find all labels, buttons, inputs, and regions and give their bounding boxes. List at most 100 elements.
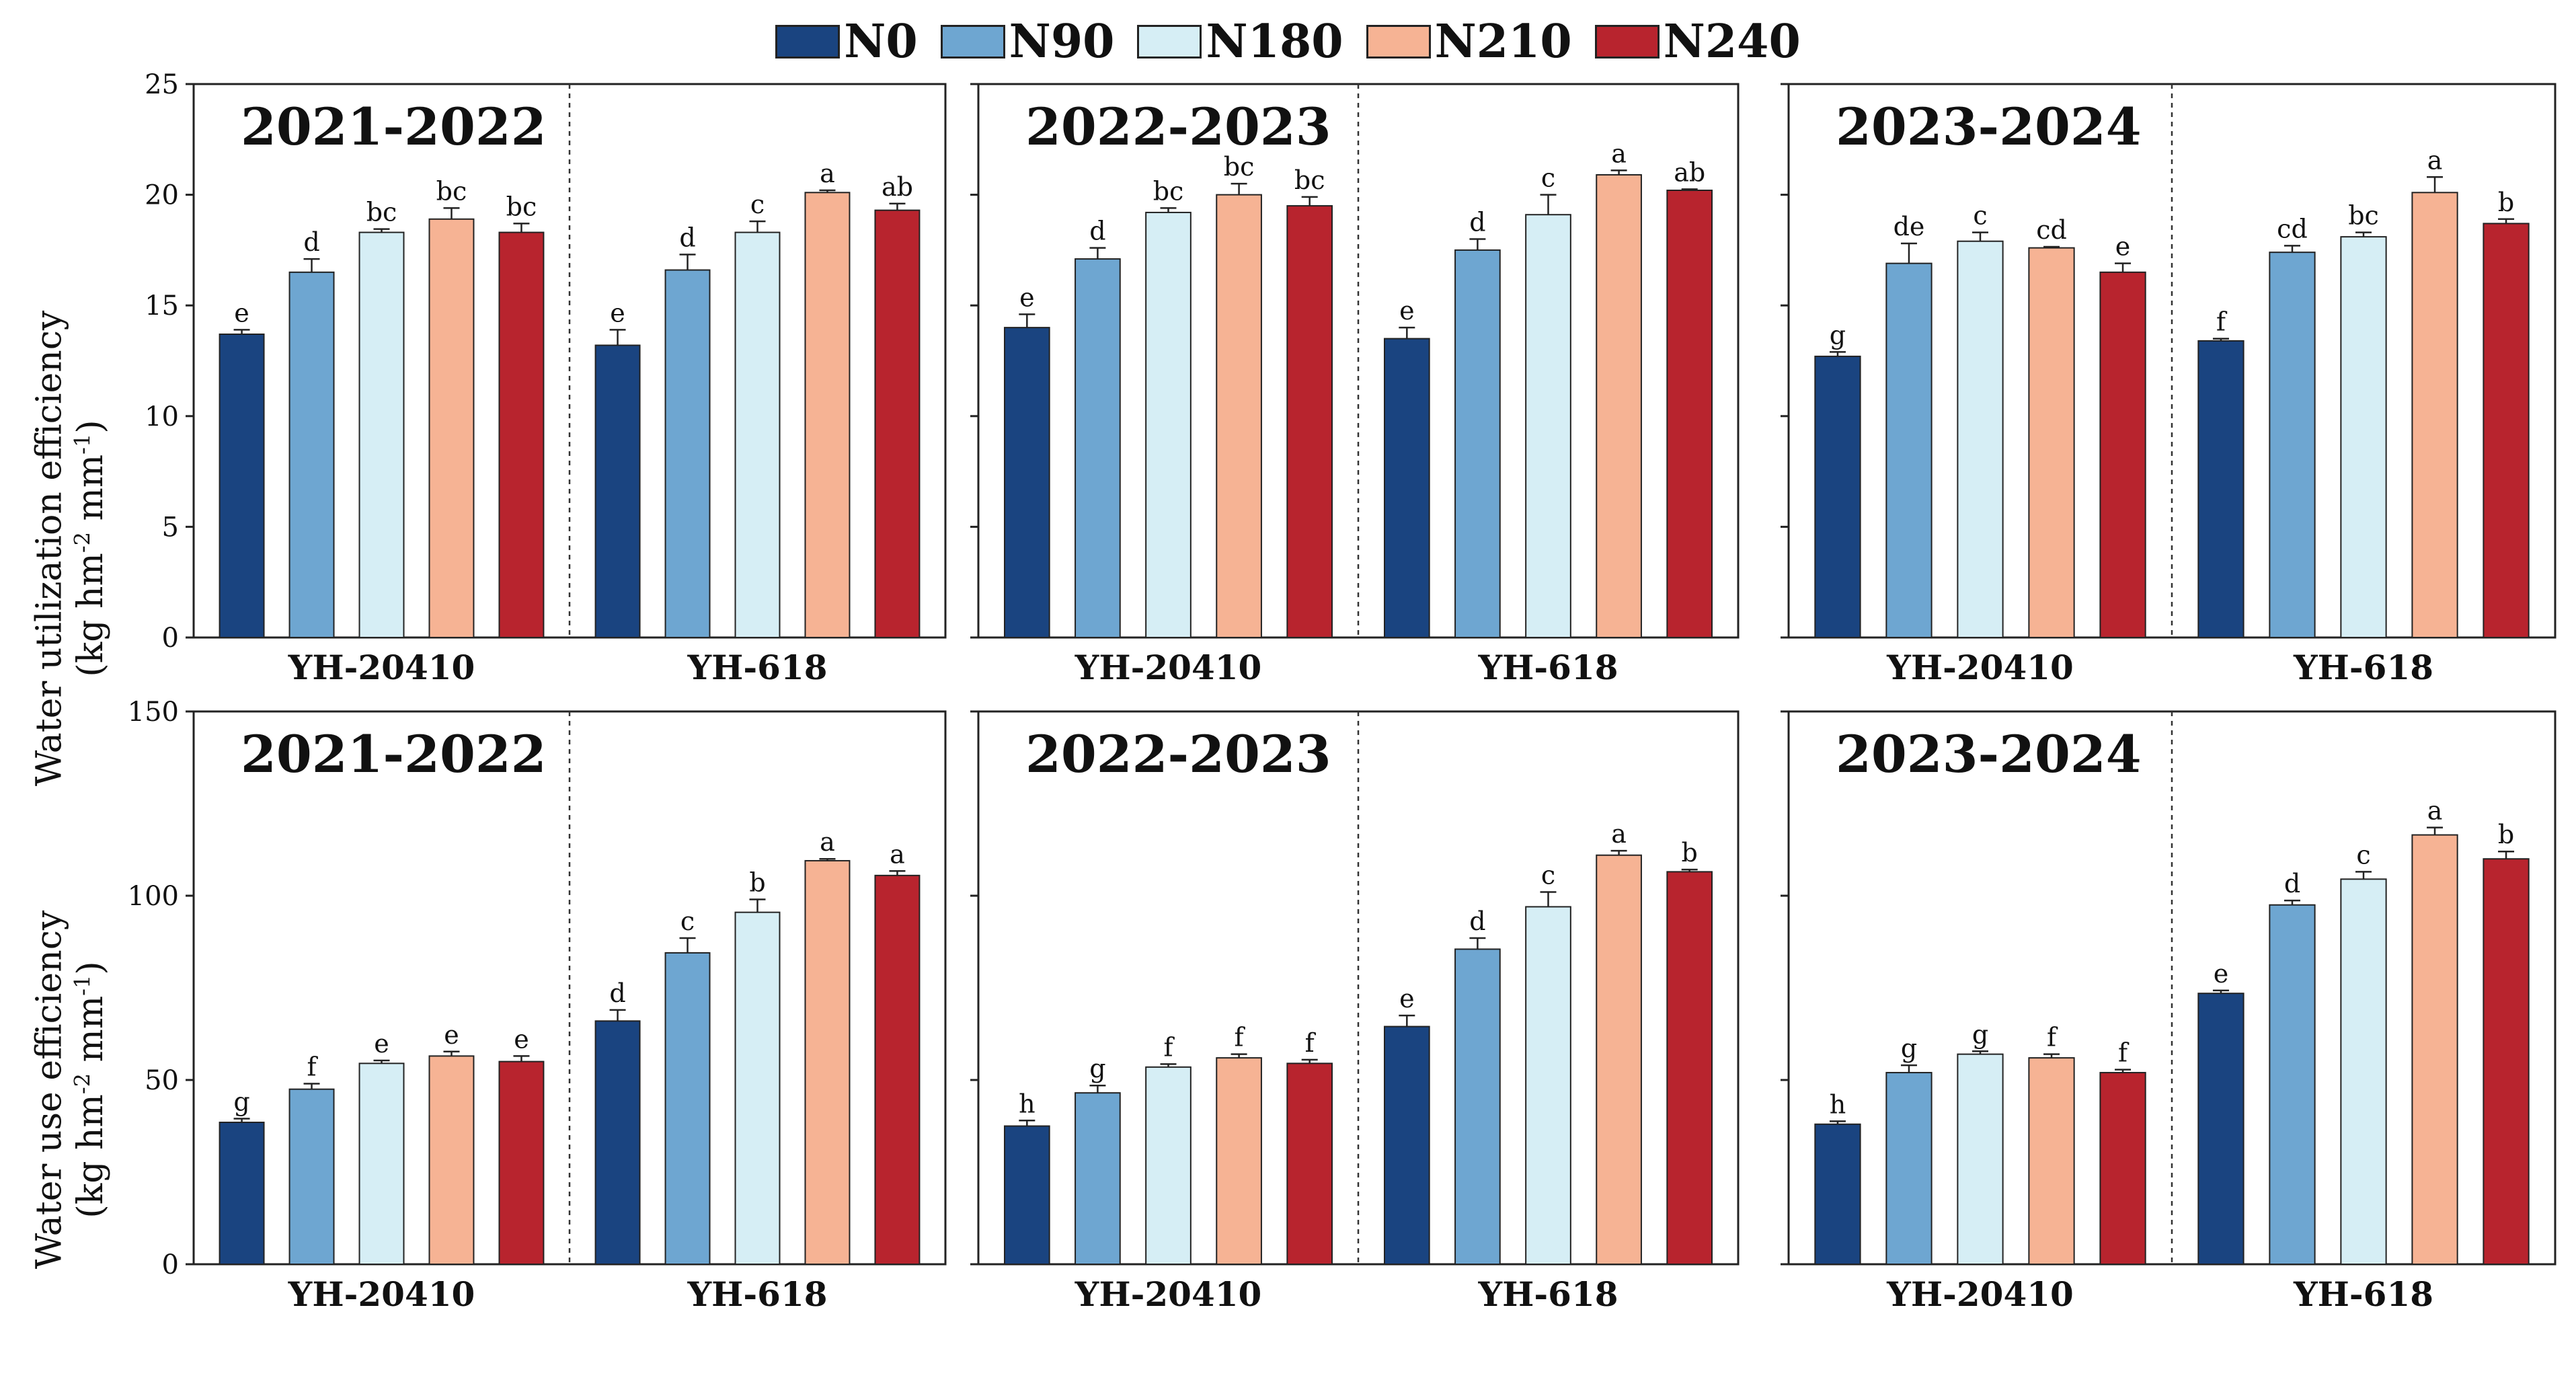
chart-0-bar-n0-yh-618 xyxy=(594,344,641,638)
y-axis-label-bottom-line1: Water use efficiency xyxy=(29,910,70,1270)
chart-2-sig-letter: b xyxy=(2498,188,2514,217)
chart-4-sig-letter: b xyxy=(1682,838,1698,867)
chart-5-bar-n240-yh-20410 xyxy=(2099,1072,2146,1266)
chart-3-bar-n90-yh-20410 xyxy=(288,1088,335,1265)
chart-1-bar-n240-yh-20410 xyxy=(1286,205,1333,638)
chart-4-sig-letter: f xyxy=(1235,1023,1246,1052)
chart-1-sig-letter: e xyxy=(1019,282,1035,312)
chart-3-bar-n210-yh-20410 xyxy=(428,1055,475,1265)
chart-5-bar-n210-yh-618 xyxy=(2411,834,2458,1265)
chart-1-bar-n210-yh-20410 xyxy=(1216,194,1262,639)
legend-label: N240 xyxy=(1663,15,1801,69)
chart-5-sig-letter: e xyxy=(2214,959,2229,989)
legend-item-n210: N210 xyxy=(1366,19,1572,65)
chart-1-bar-n90-yh-618 xyxy=(1454,249,1501,638)
chart-4-sig-letter: h xyxy=(1019,1089,1035,1118)
chart-5-bar-n90-yh-618 xyxy=(2269,904,2316,1265)
chart-5-sig-letter: g xyxy=(1901,1034,1917,1063)
chart-0-bar-n210-yh-20410 xyxy=(428,218,475,638)
chart-1-sig-letter: a xyxy=(1611,139,1627,168)
chart-1-bar-n240-yh-618 xyxy=(1666,190,1713,638)
y-axis-label-top-units: (kg hm-2 mm-1) xyxy=(69,420,111,677)
chart-2-bar-n180-yh-618 xyxy=(2340,236,2387,638)
chart-0-ytick-label: 15 xyxy=(145,291,179,321)
chart-5-sig-letter: d xyxy=(2284,869,2300,898)
chart-5-sig-letter: g xyxy=(1972,1019,1988,1049)
chart-4-title: 2022-2023 xyxy=(1025,724,1331,784)
chart-2-category-label: YH-20410 xyxy=(1886,648,2074,687)
chart-1-sig-letter: c xyxy=(1541,163,1555,193)
chart-3-ytick-label: 100 xyxy=(128,881,179,912)
chart-0-sig-letter: e xyxy=(610,298,625,327)
chart-4-bar-n240-yh-20410 xyxy=(1286,1062,1333,1265)
chart-3-bar-n90-yh-618 xyxy=(664,952,711,1265)
chart-4-bar-n240-yh-618 xyxy=(1666,871,1713,1265)
chart-4-bar-n0-yh-618 xyxy=(1383,1026,1430,1266)
chart-0-ytick-label: 0 xyxy=(162,623,179,654)
chart-1-sig-letter: bc xyxy=(1294,165,1325,195)
chart-0-bar-n240-yh-618 xyxy=(874,209,921,639)
chart-1-sig-letter: bc xyxy=(1153,176,1184,206)
chart-4-bar-n180-yh-618 xyxy=(1525,906,1571,1265)
chart-1-sig-letter: ab xyxy=(1674,157,1705,187)
chart-5-bar-n180-yh-20410 xyxy=(1957,1053,2004,1265)
chart-2-sig-letter: de xyxy=(1894,212,1925,241)
chart-3-title: 2021-2022 xyxy=(241,724,547,784)
chart-4-sig-letter: e xyxy=(1399,984,1415,1013)
chart-5-title: 2023-2024 xyxy=(1836,724,2142,784)
chart-2-sig-letter: a xyxy=(2427,145,2443,175)
chart-3-bar-n210-yh-618 xyxy=(804,859,851,1265)
chart-0-bar-n210-yh-618 xyxy=(804,192,851,639)
chart-0-category-label: YH-20410 xyxy=(288,648,475,687)
y-axis-label-bottom: Water use efficiency (kg hm-2 mm-1) xyxy=(30,787,112,1392)
chart-0-ytick-label: 10 xyxy=(145,401,179,432)
chart-0-sig-letter: e xyxy=(234,298,249,327)
y-axis-label-bottom-units: (kg hm-2 mm-1) xyxy=(69,961,111,1219)
chart-2-bar-n90-yh-618 xyxy=(2269,252,2316,638)
chart-0-bar-n180-yh-20410 xyxy=(358,231,405,638)
chart-1-sig-letter: d xyxy=(1089,217,1105,246)
chart-3-sig-letter: b xyxy=(749,867,765,897)
chart-2-sig-letter: cd xyxy=(2277,214,2308,243)
chart-3-category-label: YH-20410 xyxy=(288,1274,475,1314)
chart-3-sig-letter: d xyxy=(609,978,625,1008)
chart-0-bar-n180-yh-618 xyxy=(734,231,781,638)
chart-5-bar-n180-yh-618 xyxy=(2340,878,2387,1265)
chart-2-bar-n240-yh-618 xyxy=(2483,223,2530,638)
legend-item-n90: N90 xyxy=(940,19,1114,65)
legend-swatch xyxy=(940,25,1005,59)
y-axis-label-top-line1: Water utilization efficiency xyxy=(29,310,70,787)
chart-3-sig-letter: e xyxy=(514,1024,529,1054)
chart-4-sig-letter: d xyxy=(1469,906,1485,936)
legend-item-n240: N240 xyxy=(1594,15,1801,69)
legend-swatch xyxy=(1594,25,1660,59)
chart-0-sig-letter: bc xyxy=(366,198,397,227)
chart-4-sig-letter: f xyxy=(1305,1028,1317,1058)
chart-0-category-label: YH-618 xyxy=(687,648,827,687)
legend-label: N180 xyxy=(1206,15,1343,69)
chart-5-sig-letter: c xyxy=(2356,840,2370,869)
chart-0-sig-letter: d xyxy=(303,227,319,257)
chart-3-sig-letter: a xyxy=(890,839,905,869)
chart-3-ytick-label: 50 xyxy=(145,1065,179,1096)
chart-2-sig-letter: e xyxy=(2115,232,2131,262)
chart-4-sig-letter: a xyxy=(1611,819,1627,849)
y-axis-label-top: Water utilization efficiency (kg hm-2 mm… xyxy=(30,245,112,851)
chart-0-bar-n90-yh-618 xyxy=(664,269,711,638)
chart-4-category-label: YH-618 xyxy=(1477,1274,1618,1314)
chart-3-sig-letter: f xyxy=(307,1052,318,1081)
chart-4-sig-letter: f xyxy=(1163,1032,1175,1062)
chart-2-bar-n0-yh-618 xyxy=(2197,340,2245,638)
chart-3-sig-letter: a xyxy=(820,827,835,857)
legend-label: N210 xyxy=(1434,15,1572,69)
chart-4-bar-n90-yh-20410 xyxy=(1075,1092,1121,1266)
chart-5-bar-n0-yh-618 xyxy=(2197,993,2245,1265)
chart-2-bar-n0-yh-20410 xyxy=(1814,355,1861,639)
chart-0-ytick-label: 25 xyxy=(145,69,179,100)
chart-5-bar-n240-yh-618 xyxy=(2483,858,2530,1265)
chart-0-sig-letter: ab xyxy=(882,172,913,202)
chart-2-sig-letter: g xyxy=(1830,320,1846,350)
chart-3-bar-n0-yh-20410 xyxy=(219,1122,265,1266)
chart-3-bar-n180-yh-618 xyxy=(734,911,781,1266)
chart-4-bar-n210-yh-20410 xyxy=(1216,1057,1262,1265)
